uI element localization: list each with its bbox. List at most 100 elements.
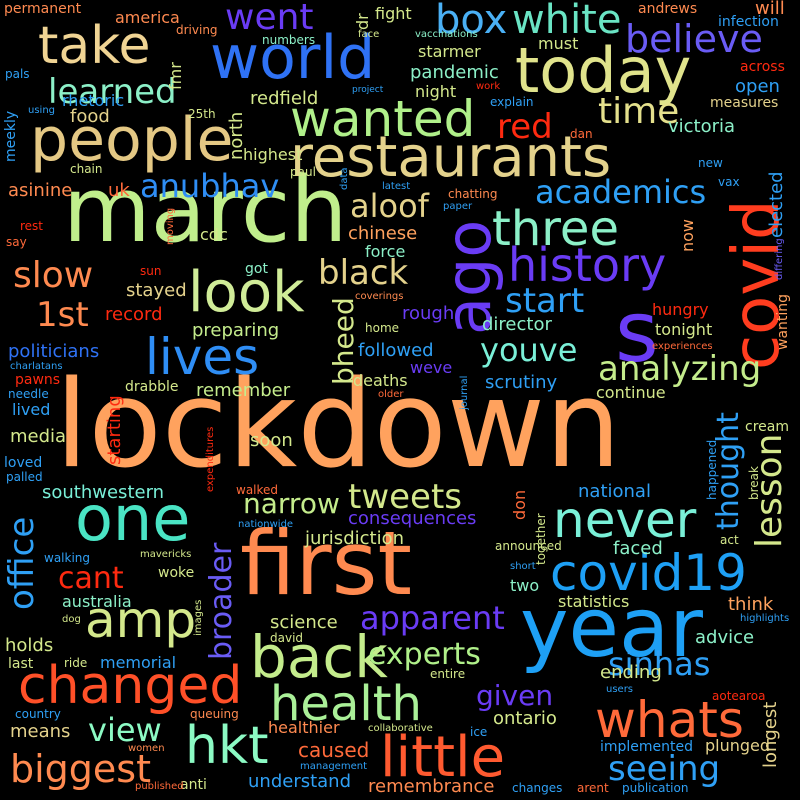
word-permanent: permanent <box>4 1 82 17</box>
word-woke: woke <box>158 565 195 581</box>
word-1st: 1st <box>36 295 89 335</box>
word-view: view <box>88 711 162 749</box>
word-queuing: queuing <box>190 707 239 721</box>
word-elected: elected <box>766 171 787 238</box>
word-anti: anti <box>180 777 207 793</box>
word-media: media <box>10 426 67 447</box>
word-force: force <box>365 242 406 261</box>
word-explain: explain <box>490 95 534 109</box>
word-fight: fight <box>375 4 412 23</box>
word-highlights: highlights <box>740 613 790 624</box>
word-project: project <box>352 85 384 95</box>
word-academics: academics <box>535 173 707 211</box>
word-redfield: redfield <box>250 88 319 109</box>
word-anubhav: anubhav <box>140 167 280 205</box>
word-pals: pals <box>5 67 30 81</box>
word-images: images <box>193 599 204 636</box>
word-learned: learned <box>48 72 177 112</box>
word-went: went <box>225 0 314 38</box>
word-australia: australia <box>62 592 132 611</box>
word-open: open <box>735 76 780 97</box>
word-changes: changes <box>512 781 563 795</box>
word-white: white <box>512 0 622 43</box>
word-food: food <box>70 106 110 127</box>
word-scrutiny: scrutiny <box>485 372 558 393</box>
word-25th: 25th <box>188 107 216 121</box>
word-politicians: politicians <box>8 341 100 362</box>
word-country: country <box>15 707 61 721</box>
word-healthier: healthier <box>268 718 340 737</box>
word-national: national <box>578 481 651 502</box>
word-vaccinations: vaccinations <box>415 29 478 40</box>
word-victoria: victoria <box>668 116 736 137</box>
word-david: david <box>270 631 304 645</box>
word-three: three <box>492 201 619 257</box>
word-measures: measures <box>710 95 779 111</box>
word-paper: paper <box>443 201 473 212</box>
word-preparing: preparing <box>192 320 280 341</box>
word-hungry: hungry <box>652 300 709 319</box>
word-don: don <box>510 489 529 520</box>
word-dog: dog <box>62 614 81 625</box>
word-walking: walking <box>44 551 91 565</box>
word-cream: cream <box>745 419 789 435</box>
word-pandemic: pandemic <box>410 62 499 83</box>
word-little: little <box>380 725 506 790</box>
word-slow: slow <box>13 255 94 296</box>
word-seeing: seeing <box>608 749 721 789</box>
word-covid19: covid19 <box>550 544 747 602</box>
word-black: black <box>318 253 409 293</box>
word-stayed: stayed <box>126 280 187 301</box>
word-analyzing: analyzing <box>598 349 762 389</box>
word-short: short <box>510 561 536 572</box>
word-world: world <box>210 23 376 93</box>
word-ontario: ontario <box>493 708 557 729</box>
word-lockdown: lockdown <box>55 356 622 495</box>
word-remembrance: remembrance <box>368 776 495 797</box>
word-uk: uk <box>108 180 130 201</box>
word-cant: cant <box>58 561 124 596</box>
word-two: two <box>510 576 540 595</box>
word-broader: broader <box>204 542 239 660</box>
word-back: back <box>250 623 388 691</box>
word-believe: believe <box>625 17 763 61</box>
word-arent: arent <box>577 781 609 795</box>
word-mavericks: mavericks <box>140 549 192 560</box>
word-apparent: apparent <box>360 599 505 637</box>
word-infection: infection <box>718 14 779 30</box>
word-loved: loved <box>4 455 43 471</box>
word-face: face <box>358 29 380 40</box>
word-journal: journal <box>459 375 470 410</box>
word-chain: chain <box>70 162 103 176</box>
word-plunged: plunged <box>705 736 771 755</box>
word-lives: lives <box>145 328 260 386</box>
word-rough: rough <box>402 303 455 324</box>
word-older: older <box>378 389 404 400</box>
word-management: management <box>300 761 367 772</box>
word-southwestern: southwestern <box>42 482 165 503</box>
word-experiences: experiences <box>652 341 713 352</box>
word-differing: differing <box>774 238 785 280</box>
word-hkt: hkt <box>185 716 269 776</box>
word-needle: needle <box>8 387 49 401</box>
word-aotearoa: aotearoa <box>712 689 766 703</box>
word-never: never <box>553 491 697 549</box>
word-soon: soon <box>250 430 293 451</box>
word-tonight: tonight <box>655 320 713 339</box>
word-moving: moving <box>165 207 176 245</box>
word-history: history <box>508 238 667 292</box>
word-statistics: statistics <box>558 592 630 611</box>
word-s: s <box>615 283 659 381</box>
word-chatting: chatting <box>448 187 498 201</box>
word-pawns: pawns <box>15 372 61 388</box>
word-look: look <box>188 260 305 325</box>
word-got: got <box>245 261 268 277</box>
word-announced: announced <box>495 539 562 553</box>
word-implemented: implemented <box>600 739 694 755</box>
word-work: work <box>476 81 501 92</box>
word-using: using <box>28 105 56 116</box>
word-say: say <box>6 235 27 249</box>
word-dr: dr <box>353 13 372 30</box>
word-means: means <box>10 721 71 742</box>
